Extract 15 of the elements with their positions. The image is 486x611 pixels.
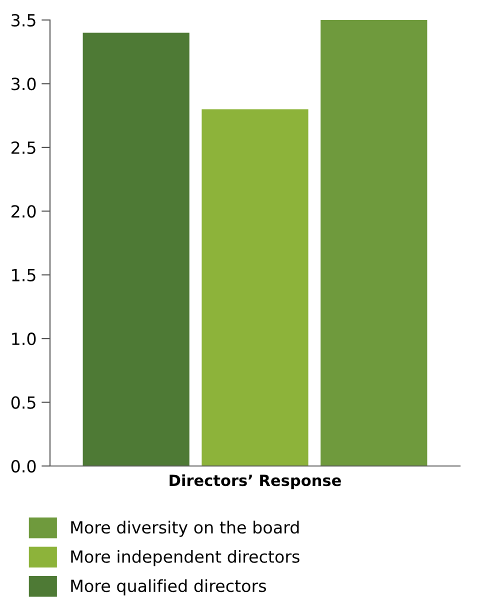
y-tick-label: 0.0 [11,460,36,473]
legend-label: More diversity on the board [71,520,299,537]
x-tick-label: Directors’ Response [170,474,341,490]
bar [82,32,190,466]
y-tick-label: 3.0 [12,78,36,90]
legend-label: More qualified directors [71,579,266,596]
y-tick-label: 0.5 [11,396,36,409]
bar [320,20,428,466]
y-tick-label: 1.5 [12,269,36,282]
y-tick-label: 3.5 [12,14,36,27]
bar [202,109,308,466]
y-tick-label: 2.5 [12,141,36,154]
y-tick-label: 2.0 [12,205,36,218]
legend-label: More independent directors [71,550,300,566]
y-tick-label: 1.0 [12,332,36,346]
